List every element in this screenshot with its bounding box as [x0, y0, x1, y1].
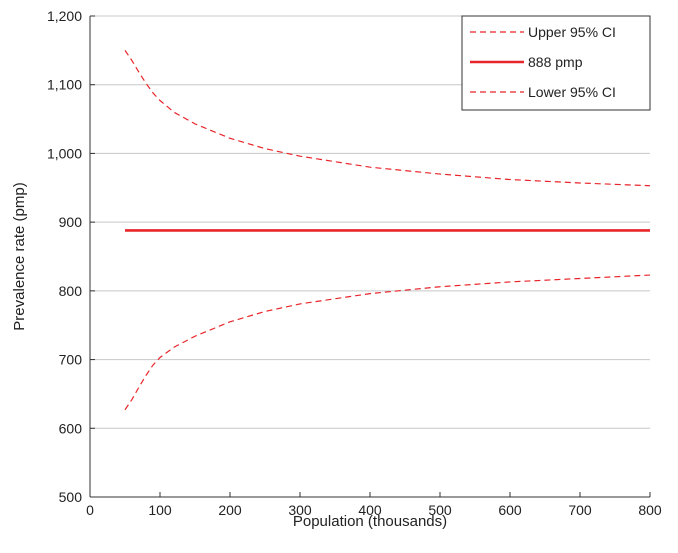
x-tick-label: 0: [86, 502, 94, 518]
x-tick-label: 300: [288, 502, 312, 518]
x-tick-label: 600: [498, 502, 522, 518]
legend-label-0: Upper 95% CI: [528, 24, 616, 40]
y-axis-title: Prevalence rate (pmp): [11, 182, 28, 330]
y-tick-label: 600: [59, 420, 83, 436]
x-axis-title: Population (thousands): [293, 513, 447, 530]
y-tick-label: 800: [59, 283, 83, 299]
y-tick-label: 700: [59, 352, 83, 368]
legend-label-2: Lower 95% CI: [528, 84, 616, 100]
grid-lines: [90, 15, 650, 429]
plot-lines: [124, 50, 651, 411]
x-tick-label: 400: [358, 502, 382, 518]
x-tick-label: 700: [568, 502, 592, 518]
x-tick-label: 500: [428, 502, 452, 518]
y-tick-label: 1,100: [47, 77, 82, 93]
series-line-2: [124, 274, 651, 411]
axes: [89, 15, 651, 498]
legend: Upper 95% CI 888 pmp Lower 95% CI: [461, 15, 651, 111]
x-tick-label: 800: [638, 502, 662, 518]
y-tick-label: 1,200: [47, 8, 82, 24]
tick-labels: 500 600 700 800 900 1,000 1,100 1,200 0 100 200 300…: [47, 8, 662, 518]
x-tick-label: 200: [218, 502, 242, 518]
y-tick-label: 500: [59, 489, 83, 505]
y-tick-label: 1,000: [47, 145, 82, 161]
y-tick-label: 900: [59, 214, 83, 230]
legend-label-1: 888 pmp: [528, 54, 583, 70]
series-line-0: [124, 50, 651, 187]
x-tick-label: 100: [148, 502, 172, 518]
